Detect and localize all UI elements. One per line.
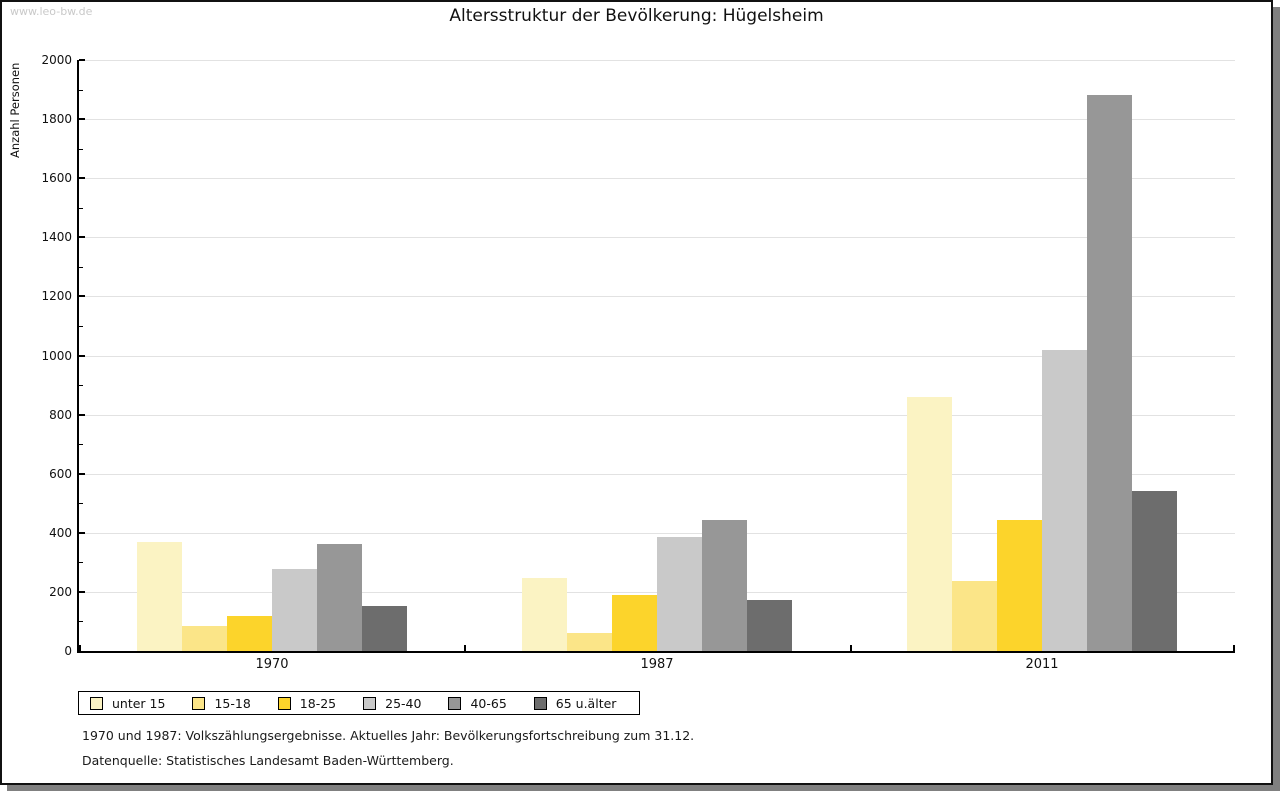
y-tick-1200 xyxy=(79,295,85,298)
legend-label-40-65: 40-65 xyxy=(470,695,507,711)
y-minor-tick-1500 xyxy=(79,207,83,209)
x-tick-3 xyxy=(1233,645,1235,651)
y-tick-1400 xyxy=(79,236,85,239)
legend-label-18-25: 18-25 xyxy=(299,695,337,711)
legend: unter 15 15-18 18-25 25-40 40-65 65 u.älter xyxy=(78,691,640,715)
gridline-400 xyxy=(79,532,1235,534)
y-tick-label-2000: 2000 xyxy=(41,53,72,67)
x-category-label-2011: 2011 xyxy=(1025,657,1059,672)
y-minor-tick-1900 xyxy=(79,89,83,91)
footnote-census: 1970 und 1987: Volkszählungsergebnisse. … xyxy=(82,728,695,743)
legend-label-unter 15: unter 15 xyxy=(112,695,166,711)
y-tick-1000 xyxy=(79,354,85,357)
y-tick-200 xyxy=(79,590,85,593)
x-tick-2 xyxy=(850,645,852,651)
bar-1987-40-65 xyxy=(702,520,747,651)
bar-1970-15-18 xyxy=(182,626,227,651)
x-category-label-1987: 1987 xyxy=(640,657,674,672)
bar-1987-65 u.älter xyxy=(747,600,792,651)
bar-1970-65 u.älter xyxy=(362,606,407,651)
y-tick-label-0: 0 xyxy=(64,644,72,658)
bar-1970-18-25 xyxy=(227,616,272,651)
y-minor-tick-1700 xyxy=(79,148,83,150)
legend-item-unter 15: unter 15 xyxy=(90,696,165,711)
gridline-600 xyxy=(79,473,1235,475)
gridline-800 xyxy=(79,414,1235,416)
y-minor-tick-1100 xyxy=(79,325,83,327)
y-minor-tick-900 xyxy=(79,385,83,387)
y-tick-label-1800: 1800 xyxy=(41,112,72,127)
gridline-1400 xyxy=(79,237,1235,239)
bar-1970-unter 15 xyxy=(137,542,182,651)
bar-2011-18-25 xyxy=(997,520,1042,651)
legend-item-40-65: 40-65 xyxy=(448,695,507,711)
y-tick-1800 xyxy=(79,118,85,121)
footnote-source: Datenquelle: Statistisches Landesamt Bad… xyxy=(82,753,454,768)
bar-2011-65 u.älter xyxy=(1132,491,1177,651)
legend-swatch-40-65 xyxy=(448,696,462,710)
y-minor-tick-500 xyxy=(79,503,83,505)
x-tick-0 xyxy=(79,645,81,651)
y-tick-600 xyxy=(79,472,85,475)
watermark-leo-bw: www.leo-bw.de xyxy=(10,5,93,18)
bar-2011-unter 15 xyxy=(907,397,952,651)
gridline-1200 xyxy=(79,296,1235,298)
legend-swatch-unter 15 xyxy=(90,696,103,710)
legend-label-25-40: 25-40 xyxy=(385,695,422,711)
bar-1987-unter 15 xyxy=(522,578,567,651)
y-minor-tick-100 xyxy=(79,621,83,623)
bar-1987-18-25 xyxy=(612,595,657,651)
bar-2011-15-18 xyxy=(952,581,997,651)
y-minor-tick-1300 xyxy=(79,266,83,268)
y-tick-label-800: 800 xyxy=(49,407,72,422)
chart-title: Altersstruktur der Bevölkerung: Hügelshe… xyxy=(449,6,824,26)
x-tick-1 xyxy=(464,645,466,651)
bar-1970-25-40 xyxy=(272,569,317,651)
plot-area: 0 200 400 600 800 1000 1200 1400 1600 1800 2000 197… xyxy=(41,54,1235,672)
legend-label-65 u.älter: 65 u.älter xyxy=(555,695,617,711)
y-minor-tick-300 xyxy=(79,562,83,564)
bar-1987-25-40 xyxy=(657,537,702,651)
y-tick-400 xyxy=(79,531,85,534)
y-tick-label-200: 200 xyxy=(49,584,72,599)
bar-1970-40-65 xyxy=(317,544,362,651)
legend-item-18-25: 18-25 xyxy=(277,695,337,711)
legend-label-15-18: 15-18 xyxy=(214,695,251,711)
legend-swatch-25-40 xyxy=(363,696,377,710)
gridline-1600 xyxy=(79,178,1235,180)
y-tick-1600 xyxy=(79,177,85,180)
y-minor-tick-700 xyxy=(79,444,83,446)
gridline-1800 xyxy=(79,119,1235,121)
gridline-2000 xyxy=(79,60,1235,61)
legend-swatch-65 u.älter xyxy=(533,696,547,710)
legend-swatch-15-18 xyxy=(192,696,206,710)
bar-2011-25-40 xyxy=(1042,350,1087,651)
y-tick-800 xyxy=(79,413,85,416)
bar-2011-40-65 xyxy=(1087,95,1132,651)
y-tick-label-1400: 1400 xyxy=(41,230,72,245)
legend-item-15-18: 15-18 xyxy=(192,695,251,711)
y-tick-2000 xyxy=(79,59,85,61)
legend-item-25-40: 25-40 xyxy=(363,696,421,711)
y-tick-label-1600: 1600 xyxy=(41,171,72,186)
bar-1987-15-18 xyxy=(567,633,612,651)
gridline-1000 xyxy=(79,355,1235,357)
y-axis-label: Anzahl Personen xyxy=(8,62,22,158)
y-tick-label-600: 600 xyxy=(49,466,72,481)
legend-item-65 u.älter: 65 u.älter xyxy=(533,695,617,711)
y-tick-label-1000: 1000 xyxy=(41,348,72,363)
y-tick-label-1200: 1200 xyxy=(41,289,72,304)
legend-swatch-18-25 xyxy=(277,696,291,710)
x-category-label-1970: 1970 xyxy=(255,657,289,672)
y-tick-label-400: 400 xyxy=(49,525,72,540)
